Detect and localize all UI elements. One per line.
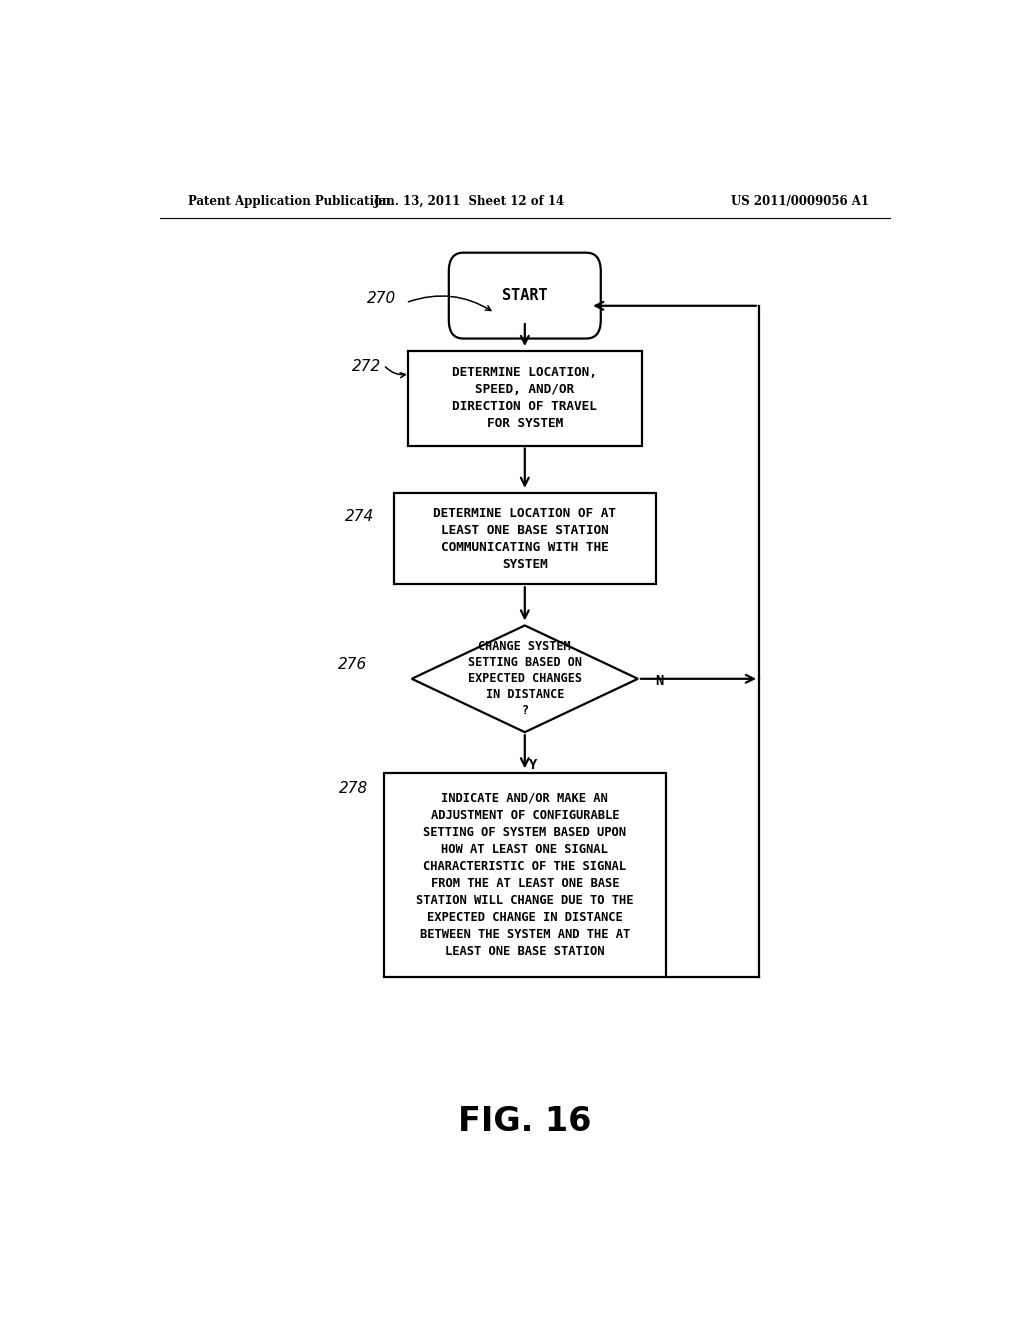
Text: 272: 272 — [351, 359, 381, 375]
Text: 270: 270 — [368, 292, 396, 306]
Text: US 2011/0009056 A1: US 2011/0009056 A1 — [731, 194, 869, 207]
Text: Jan. 13, 2011  Sheet 12 of 14: Jan. 13, 2011 Sheet 12 of 14 — [374, 194, 565, 207]
Text: Patent Application Publication: Patent Application Publication — [187, 194, 390, 207]
Text: FIG. 16: FIG. 16 — [458, 1105, 592, 1138]
Bar — [394, 492, 655, 585]
Text: INDICATE AND/OR MAKE AN
ADJUSTMENT OF CONFIGURABLE
SETTING OF SYSTEM BASED UPON
: INDICATE AND/OR MAKE AN ADJUSTMENT OF CO… — [416, 792, 634, 958]
Polygon shape — [412, 626, 638, 733]
Text: 276: 276 — [338, 657, 368, 672]
Bar — [408, 351, 642, 446]
Text: N: N — [655, 673, 664, 688]
Bar — [384, 774, 666, 977]
Text: DETERMINE LOCATION,
SPEED, AND/OR
DIRECTION OF TRAVEL
FOR SYSTEM: DETERMINE LOCATION, SPEED, AND/OR DIRECT… — [453, 366, 597, 430]
Text: 274: 274 — [345, 508, 375, 524]
Text: DETERMINE LOCATION OF AT
LEAST ONE BASE STATION
COMMUNICATING WITH THE
SYSTEM: DETERMINE LOCATION OF AT LEAST ONE BASE … — [433, 507, 616, 570]
FancyBboxPatch shape — [449, 252, 601, 338]
Text: 278: 278 — [339, 781, 368, 796]
Text: Y: Y — [528, 758, 537, 772]
Text: START: START — [502, 288, 548, 304]
Text: CHANGE SYSTEM
SETTING BASED ON
EXPECTED CHANGES
IN DISTANCE
?: CHANGE SYSTEM SETTING BASED ON EXPECTED … — [468, 640, 582, 717]
